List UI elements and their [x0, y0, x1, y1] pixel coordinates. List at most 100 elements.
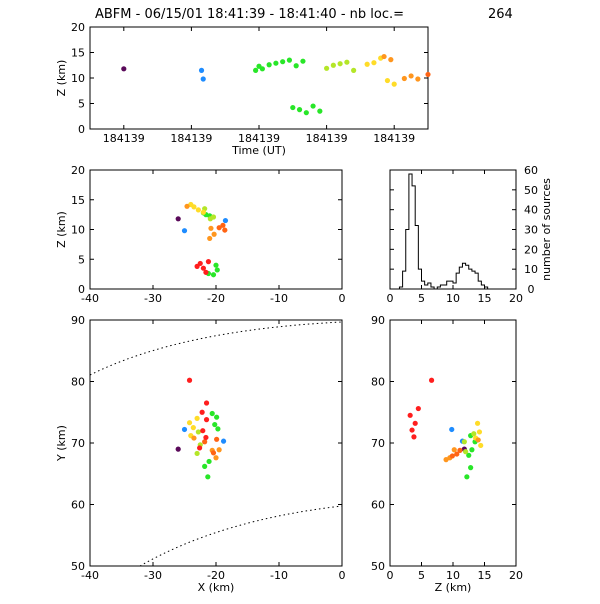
y-tick-label: 10	[71, 72, 85, 85]
x-tick-label: -20	[207, 292, 225, 305]
y-tick-label: 20	[71, 164, 85, 177]
x-y-point-orange	[191, 435, 197, 441]
x-y-point-yellow	[186, 420, 193, 426]
x-y-frame	[89, 319, 343, 567]
x-z-point-yellow	[200, 209, 206, 215]
time-height-panel: 184139 184139 184139 184139 184139 0 5 10 15 20 Ti…	[55, 21, 431, 157]
x-y-point-red	[203, 434, 209, 441]
x-y-point-darkorange	[202, 439, 208, 445]
x-y-point-red	[199, 409, 205, 415]
z-y-point-darkorange	[457, 447, 463, 453]
x-z-y-label: Z (km)	[55, 211, 68, 248]
y-tick-label: 5	[78, 253, 85, 266]
z-y-point-red	[412, 420, 418, 426]
x-y-point-green	[205, 474, 211, 480]
x-tick-label: 184139	[306, 132, 348, 145]
x-tick-label: 10	[446, 292, 460, 305]
y-tick-label: 90	[371, 314, 385, 327]
y-tick-label: 70	[371, 437, 385, 450]
x-y-point-red	[200, 428, 206, 434]
x-z-point-red	[200, 265, 206, 271]
y-tick-label: 50	[71, 560, 85, 573]
x-tick-label: -20	[207, 569, 225, 582]
z-y-point-orange	[475, 437, 481, 443]
z-y-panel: 0 5 10 15 20 50 60 70 80 90 Z (km)	[371, 314, 523, 594]
z-y-point-yellow	[474, 420, 481, 426]
z-y-point-orange	[451, 447, 457, 453]
y-tick-label: 60	[524, 164, 538, 177]
y-tick-label: 60	[371, 499, 385, 512]
y-tick-label: 50	[371, 560, 385, 573]
z-y-point-red	[407, 412, 413, 418]
y-tick-label: 90	[71, 314, 85, 327]
time-height-point-darkorange	[425, 71, 431, 78]
x-tick-label: -40	[81, 569, 99, 582]
x-z-point-orange	[208, 225, 214, 231]
time-height-point-yellowgreen	[330, 62, 336, 68]
x-y-point-darkorange	[210, 450, 217, 456]
time-height-point-green	[290, 104, 296, 111]
chart-title: ABFM - 06/15/01 18:41:39 - 18:41:40 - nb…	[95, 7, 404, 22]
chart-panels: 184139 184139 184139 184139 184139 0 5 10 15 20 Ti…	[55, 21, 553, 594]
x-y-point-green	[212, 421, 218, 428]
range-ring-upper	[89, 321, 343, 376]
x-y-point-yellowgreen	[194, 450, 200, 457]
y-tick-label: 50	[524, 184, 538, 197]
time-height-point-orange	[388, 57, 394, 63]
time-height-point-green	[293, 63, 299, 69]
range-ring-lower	[139, 505, 343, 567]
x-y-point-red	[197, 445, 203, 451]
y-tick-label: 80	[71, 376, 85, 389]
x-z-point-yellow	[191, 204, 197, 210]
histogram-y-label: number of sources	[540, 178, 553, 281]
x-z-point-darkorange	[220, 222, 226, 228]
z-y-point-yellowgreen	[461, 439, 467, 445]
time-height-y-label: Z (km)	[55, 60, 68, 97]
x-tick-label: 5	[418, 292, 425, 305]
time-height-point-yellow	[364, 61, 370, 67]
z-y-point-yellowgreen	[471, 431, 477, 437]
time-height-point-yellowgreen	[337, 61, 343, 67]
x-z-point-blue	[222, 217, 229, 224]
z-y-point-red	[428, 377, 435, 383]
x-y-x-label: X (km)	[198, 581, 235, 594]
x-tick-label: 0	[339, 569, 346, 582]
y-tick-label: 40	[524, 204, 538, 217]
y-tick-label: 0	[78, 283, 85, 296]
y-tick-label: 30	[524, 224, 538, 237]
x-y-point-yellowgreen	[195, 429, 201, 435]
time-height-point-green	[296, 107, 303, 113]
y-tick-label: 0	[78, 123, 85, 136]
z-y-point-red	[415, 405, 421, 412]
x-z-point-darkorange	[222, 227, 228, 233]
x-y-point-green	[214, 414, 220, 420]
x-tick-label: 20	[509, 292, 523, 305]
time-height-point-green	[280, 59, 286, 65]
time-height-x-label: Time (UT)	[231, 144, 286, 157]
time-height-point-orange	[401, 75, 407, 82]
z-y-point-green	[469, 447, 475, 453]
z-y-point-green	[464, 474, 470, 480]
x-y-point-blue	[220, 438, 227, 444]
x-tick-label: -30	[144, 569, 162, 582]
z-y-frame	[389, 319, 517, 567]
x-tick-label: 10	[446, 569, 460, 582]
x-z-point-yellowgreen	[210, 214, 217, 220]
x-z-point-orange	[211, 231, 217, 237]
y-tick-label: 20	[71, 21, 85, 34]
time-height-point-yellow	[371, 60, 377, 66]
x-y-point-blue	[181, 426, 188, 433]
time-height-point-green	[286, 57, 293, 63]
z-y-point-darkorange	[449, 453, 455, 459]
x-z-point-purple	[175, 216, 181, 222]
x-y-point-green	[215, 426, 221, 432]
time-height-point-orange	[415, 76, 421, 82]
z-y-point-green	[466, 452, 472, 458]
y-tick-label: 15	[71, 47, 85, 60]
y-tick-label: 5	[78, 98, 85, 111]
time-height-point-green	[273, 60, 279, 66]
z-y-point-darkorange	[454, 451, 460, 457]
x-tick-label: 20	[509, 569, 523, 582]
